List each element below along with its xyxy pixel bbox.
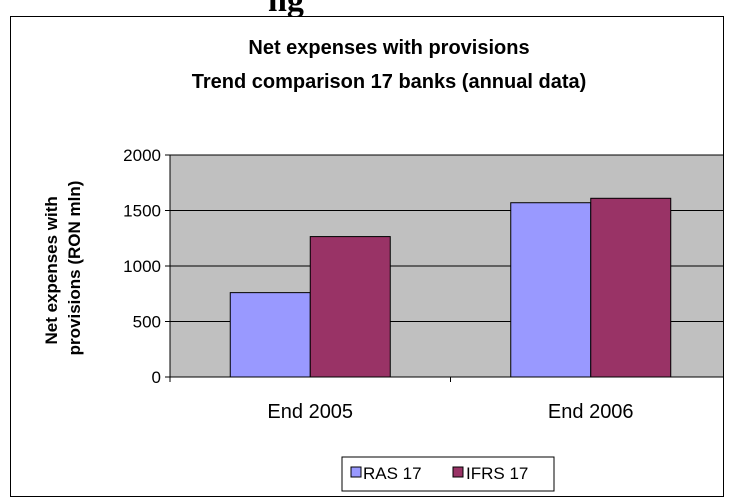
y-tick-label: 500 (133, 313, 161, 332)
y-tick-label: 1500 (123, 202, 161, 221)
bar-ras-17-end-2005 (229, 292, 311, 378)
bar-ifrs-17-end-2006 (590, 197, 672, 378)
legend-box (341, 456, 555, 492)
axes: End 2005 End 2006 0 500 1000 1500 2000 (123, 146, 723, 423)
bar-ras-17-end-2006 (510, 202, 592, 378)
y-axis-label: Net expenses with provisions (RON mln) (42, 181, 84, 356)
legend-swatch-ifrs-17 (452, 466, 464, 478)
legend-label-ifrs-17: IFRS 17 (466, 464, 528, 483)
y-tick-label: 0 (152, 368, 161, 387)
y-axis-label-line-1: Net expenses with (42, 196, 61, 344)
y-tick-label: 2000 (123, 146, 161, 165)
x-tick-label: End 2005 (267, 401, 353, 423)
legend: RAS 17 IFRS 17 (341, 456, 555, 492)
bar-chart: Net expenses with provisions Trend compa… (42, 37, 723, 492)
y-axis-label-line-2: provisions (RON mln) (65, 181, 84, 356)
y-tick-label: 1000 (123, 257, 161, 276)
chart-subtitle: Trend comparison 17 banks (annual data) (192, 71, 587, 93)
legend-label-ras-17: RAS 17 (363, 464, 422, 483)
bars (229, 197, 672, 378)
header-fragment-text: ng (268, 0, 304, 19)
legend-swatch-ras-17 (350, 466, 362, 478)
chart-title: Net expenses with provisions (248, 37, 529, 59)
chart-frame: Net expenses with provisions Trend compa… (10, 16, 724, 497)
page-header-fragment: ng (0, 0, 737, 22)
bar-ifrs-17-end-2005 (309, 236, 391, 378)
x-tick-label: End 2006 (548, 401, 634, 423)
